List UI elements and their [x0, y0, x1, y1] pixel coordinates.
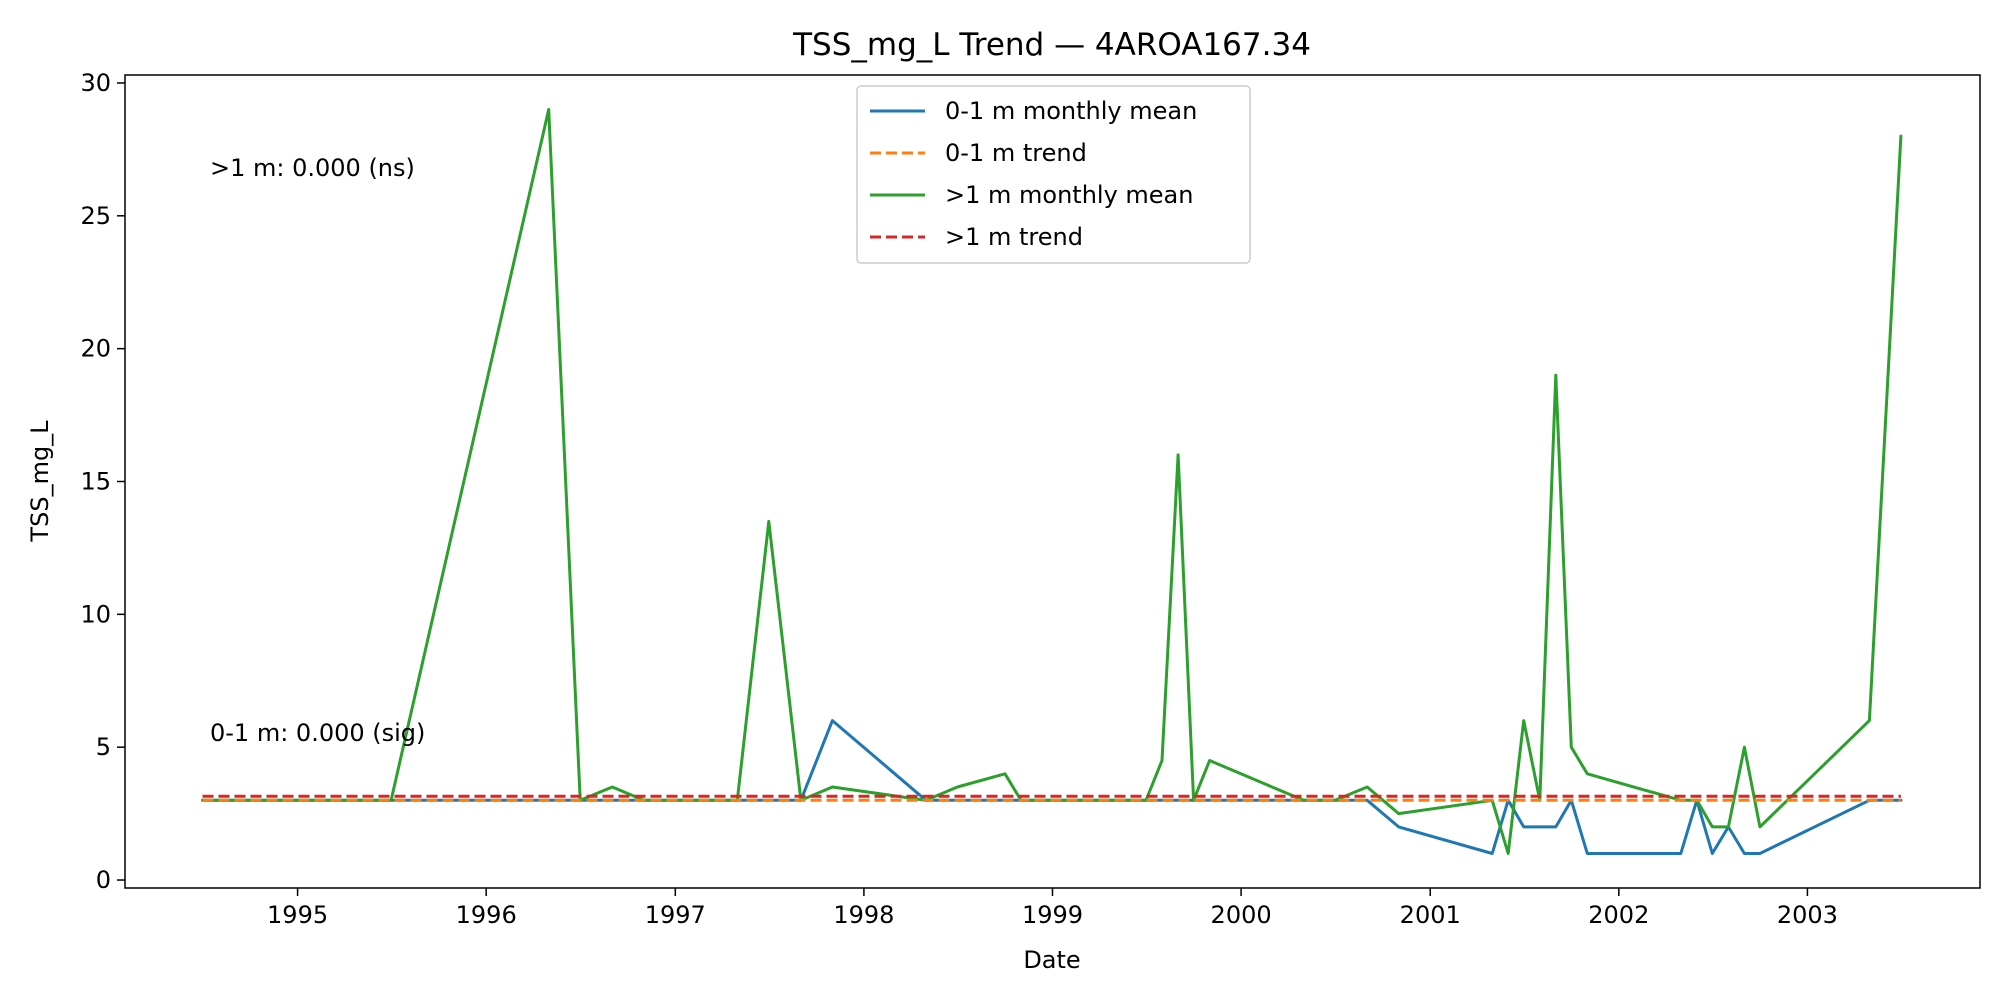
x-tick-label: 1995 [267, 901, 328, 929]
legend-label-0-1-m-trend: 0-1 m trend [945, 139, 1087, 167]
y-tick-label: 25 [80, 202, 111, 230]
y-axis: 0 5 10 15 20 25 30 [80, 69, 125, 894]
legend-box [856, 85, 1251, 264]
x-tick-label: 2003 [1777, 901, 1838, 929]
x-tick-label: 2002 [1588, 901, 1649, 929]
y-tick-label: 20 [80, 335, 111, 363]
series-layer [201, 108, 1903, 855]
series-line-0-1-m-monthly-mean [201, 719, 1903, 855]
x-tick-label: 2000 [1211, 901, 1272, 929]
y-axis-title: TSS_mg_L [26, 420, 54, 543]
annotation-0-1m: 0-1 m: 0.000 (sig) [210, 719, 425, 747]
x-tick-label: 1998 [833, 901, 894, 929]
legend-label-0-1-m-monthly-mean: 0-1 m monthly mean [945, 97, 1197, 125]
y-tick-label: 5 [96, 733, 111, 761]
x-tick-label: 1997 [645, 901, 706, 929]
y-tick-label: 15 [80, 468, 111, 496]
x-tick-label: 1999 [1022, 901, 1083, 929]
legend: 0-1 m monthly mean 0-1 m trend >1 m monthl… [856, 85, 1251, 264]
chart-title: TSS_mg_L Trend — 4AROA167.34 [792, 27, 1311, 63]
legend-label-1-m-monthly-mean: >1 m monthly mean [945, 181, 1193, 209]
y-tick-label: 10 [80, 600, 111, 628]
x-axis-title: Date [1023, 946, 1080, 974]
annotation-gt1m: >1 m: 0.000 (ns) [210, 154, 415, 182]
y-tick-label: 30 [80, 69, 111, 97]
legend-label-1-m-trend: >1 m trend [945, 223, 1083, 251]
x-tick-label: 2001 [1400, 901, 1461, 929]
x-tick-label: 1996 [456, 901, 517, 929]
y-tick-label: 0 [96, 866, 111, 894]
x-axis: 1995 1996 1997 1998 1999 2000 2001 2002 2003 [267, 888, 1838, 929]
